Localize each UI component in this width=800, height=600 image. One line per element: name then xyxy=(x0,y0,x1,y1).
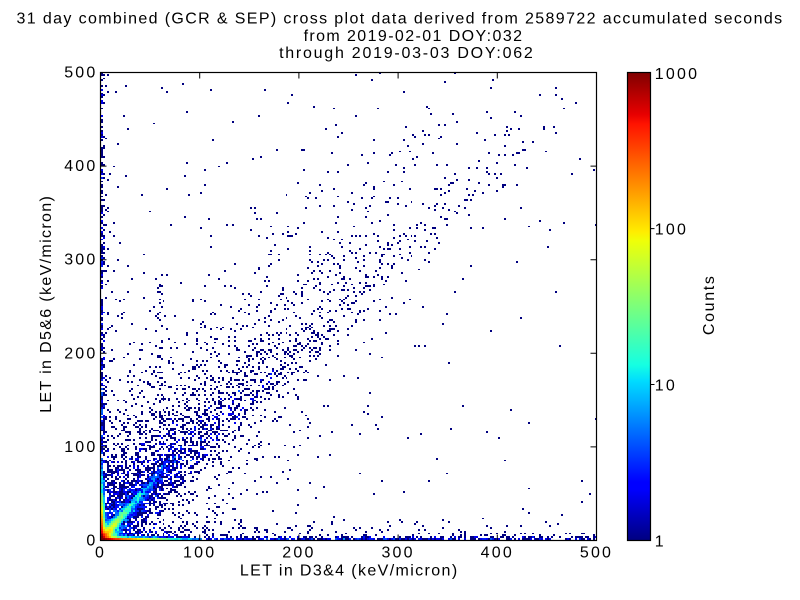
svg-text:31 day combined (GCR & SEP) cr: 31 day combined (GCR & SEP) cross plot d… xyxy=(17,11,784,28)
svg-text:100: 100 xyxy=(655,222,688,239)
svg-text:Counts: Counts xyxy=(701,274,718,335)
svg-text:500: 500 xyxy=(64,65,97,82)
svg-text:1: 1 xyxy=(655,533,666,550)
svg-text:300: 300 xyxy=(381,544,414,561)
svg-text:100: 100 xyxy=(183,544,216,561)
svg-text:10: 10 xyxy=(655,378,677,395)
svg-text:200: 200 xyxy=(282,544,315,561)
svg-text:LET in D5&6 (keV/micron): LET in D5&6 (keV/micron) xyxy=(38,195,55,413)
svg-text:100: 100 xyxy=(64,439,97,456)
svg-text:from 2019-02-01 DOY:032: from 2019-02-01 DOY:032 xyxy=(304,28,524,45)
svg-text:through 2019-03-03 DOY:062: through 2019-03-03 DOY:062 xyxy=(279,45,534,62)
svg-text:0: 0 xyxy=(86,533,97,550)
svg-text:0: 0 xyxy=(95,544,106,561)
svg-text:400: 400 xyxy=(481,544,514,561)
svg-text:LET in D3&4 (keV/micron): LET in D3&4 (keV/micron) xyxy=(240,563,459,580)
svg-text:400: 400 xyxy=(64,158,97,175)
svg-text:1000: 1000 xyxy=(655,66,699,83)
svg-text:300: 300 xyxy=(64,252,97,269)
svg-text:500: 500 xyxy=(580,544,613,561)
svg-text:200: 200 xyxy=(64,345,97,362)
